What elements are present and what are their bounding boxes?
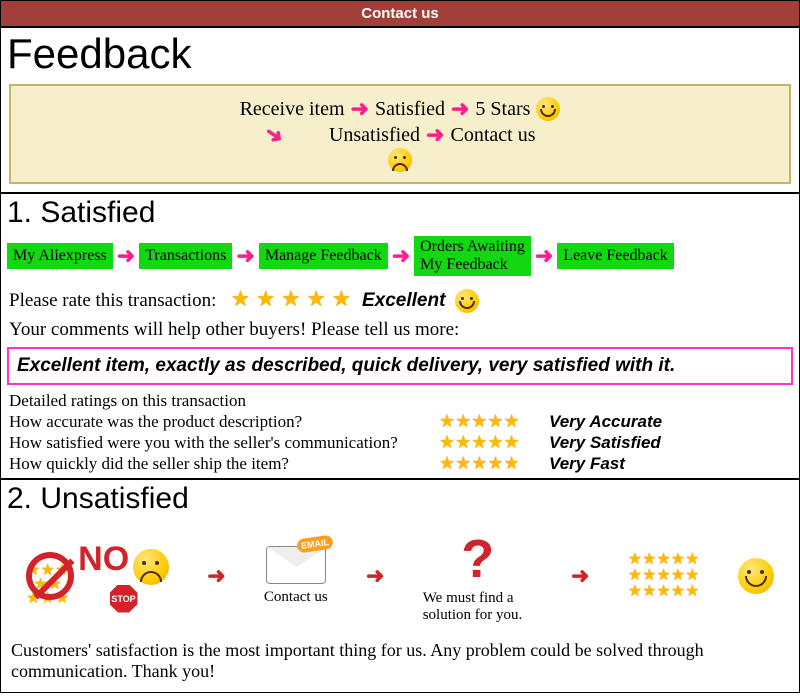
smile-icon — [455, 289, 479, 313]
contact-label: Contact us — [264, 589, 328, 605]
smile-icon — [738, 558, 774, 594]
stop-icon: STOP — [110, 585, 138, 613]
email-block: EMAIL Contact us — [264, 546, 328, 606]
feedback-heading: Feedback — [1, 28, 799, 80]
prohibit-icon: ★★★★★★★★ — [26, 552, 74, 600]
flow-satisfied: Satisfied — [375, 98, 445, 121]
stars-icon: ★★★★★ — [439, 411, 549, 432]
arrow-icon: ➜ — [392, 243, 410, 269]
feedback-panel: Feedback Receive item ➜ Satisfied ➜ 5 St… — [0, 27, 800, 193]
detail-q1: How accurate was the product description… — [9, 412, 439, 432]
detail-v2: Very Satisfied — [549, 433, 661, 453]
flow-5stars: 5 Stars — [475, 98, 530, 121]
arrow-icon: ➜ — [236, 243, 254, 269]
satisfied-title: 1. Satisfied — [1, 194, 799, 232]
sad-icon — [133, 549, 169, 585]
no-block: ★★★★★★★★ NO STOP — [26, 540, 169, 613]
flow-receive: Receive item — [240, 98, 345, 121]
arrow-icon: ➜ — [535, 243, 553, 269]
satisfied-section: 1. Satisfied My Aliexpress ➜ Transaction… — [0, 193, 800, 479]
tell-more: Your comments will help other buyers! Pl… — [1, 319, 799, 345]
sad-icon — [388, 148, 412, 172]
arrow-icon: ➜ — [426, 122, 444, 148]
flowchart: Receive item ➜ Satisfied ➜ 5 Stars ➜ Uns… — [9, 84, 791, 184]
flow-unsatisfied: Unsatisfied — [329, 124, 420, 147]
detail-title: Detailed ratings on this transaction — [9, 391, 791, 411]
step-row: My Aliexpress ➜ Transactions ➜ Manage Fe… — [1, 232, 799, 279]
arrow-diag-icon: ➜ — [259, 119, 289, 151]
stars-icon: ★★★★★ — [439, 453, 549, 474]
unsat-flow: ★★★★★★★★ NO STOP ➜ EMAIL Contact us ➜ ? … — [1, 518, 799, 634]
step-3: Manage Feedback — [259, 243, 388, 269]
rate-label: Please rate this transaction: — [9, 290, 216, 311]
footer-text: Customers' satisfaction is the most impo… — [1, 634, 799, 692]
unsatisfied-section: 2. Unsatisfied ★★★★★★★★ NO STOP ➜ EMAIL … — [0, 479, 800, 693]
detail-v3: Very Fast — [549, 454, 625, 474]
detail-v1: Very Accurate — [549, 412, 662, 432]
detail-q3: How quickly did the seller ship the item… — [9, 454, 439, 474]
question-icon: ? — [461, 529, 494, 589]
stars-grid-icon: ★★★★★★★★★★★★★★★ — [628, 552, 700, 600]
arrow-icon: ➜ — [366, 563, 384, 589]
result-block: ★★★★★★★★★★★★★★★ — [628, 552, 700, 600]
arrow-icon: ➜ — [571, 563, 589, 589]
stars-icon: ★★★★★ — [439, 432, 549, 453]
solution-text: We must find a solution for you. — [423, 590, 533, 624]
rate-line: Please rate this transaction: ★ ★ ★ ★ ★ … — [1, 280, 799, 320]
detail-q2: How satisfied were you with the seller's… — [9, 433, 439, 453]
contact-header: Contact us — [0, 0, 800, 27]
no-text: NO — [78, 540, 129, 578]
solution-block: ? We must find a solution for you. — [423, 528, 533, 624]
envelope-icon: EMAIL — [266, 546, 326, 584]
step-2: Transactions — [139, 243, 232, 269]
stars-5-icon: ★ ★ ★ ★ ★ — [231, 286, 352, 311]
arrow-icon: ➜ — [351, 96, 369, 122]
email-badge: EMAIL — [296, 535, 334, 554]
unsatisfied-title: 2. Unsatisfied — [1, 480, 799, 518]
step-5: Leave Feedback — [557, 243, 673, 269]
rate-value: Excellent — [362, 290, 445, 311]
arrow-icon: ➜ — [451, 96, 469, 122]
step-4: Orders AwaitingMy Feedback — [414, 236, 531, 275]
step-1: My Aliexpress — [7, 243, 113, 269]
smile-icon — [536, 97, 560, 121]
flow-contact: Contact us — [450, 124, 535, 147]
comment-box: Excellent item, exactly as described, qu… — [7, 347, 793, 385]
arrow-icon: ➜ — [117, 243, 135, 269]
detail-block: Detailed ratings on this transaction How… — [1, 387, 799, 478]
arrow-icon: ➜ — [207, 563, 225, 589]
